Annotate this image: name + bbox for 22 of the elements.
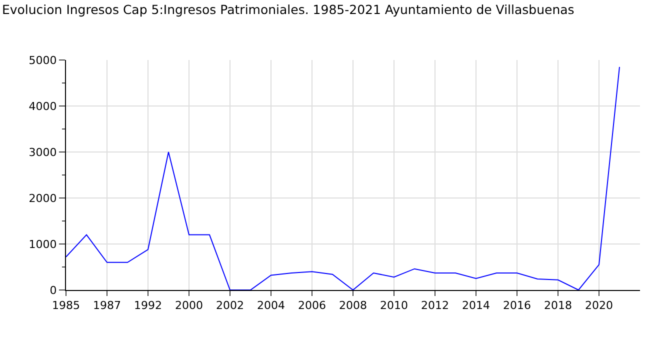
x-tick-label: 1987 [93,299,121,312]
y-tick-label: 5000 [28,54,57,67]
y-tick-label: 1000 [28,238,57,251]
x-tick-label: 2018 [544,299,572,312]
x-tick-label: 2020 [585,299,613,312]
y-tick-label: 3000 [28,146,57,159]
x-tick-label: 1992 [134,299,162,312]
x-tick-label: 1985 [52,299,80,312]
x-tick-label: 2000 [175,299,203,312]
chart-title: Evolucion Ingresos Cap 5:Ingresos Patrimoniales. 1985-2021 Ayuntamiento de Villasbuenas [2,2,574,17]
y-tick-label: 2000 [28,192,57,205]
x-tick-label: 2010 [380,299,408,312]
x-tick-label: 2012 [421,299,449,312]
x-tick-label: 2014 [462,299,490,312]
x-tick-label: 2008 [339,299,367,312]
line-series [66,66,620,290]
x-tick-label: 2016 [503,299,531,312]
y-tick-label: 4000 [28,100,57,113]
x-tick-label: 2006 [298,299,326,312]
y-tick-label: 0 [50,284,57,297]
x-tick-label: 2004 [257,299,285,312]
x-tick-label: 2002 [216,299,244,312]
